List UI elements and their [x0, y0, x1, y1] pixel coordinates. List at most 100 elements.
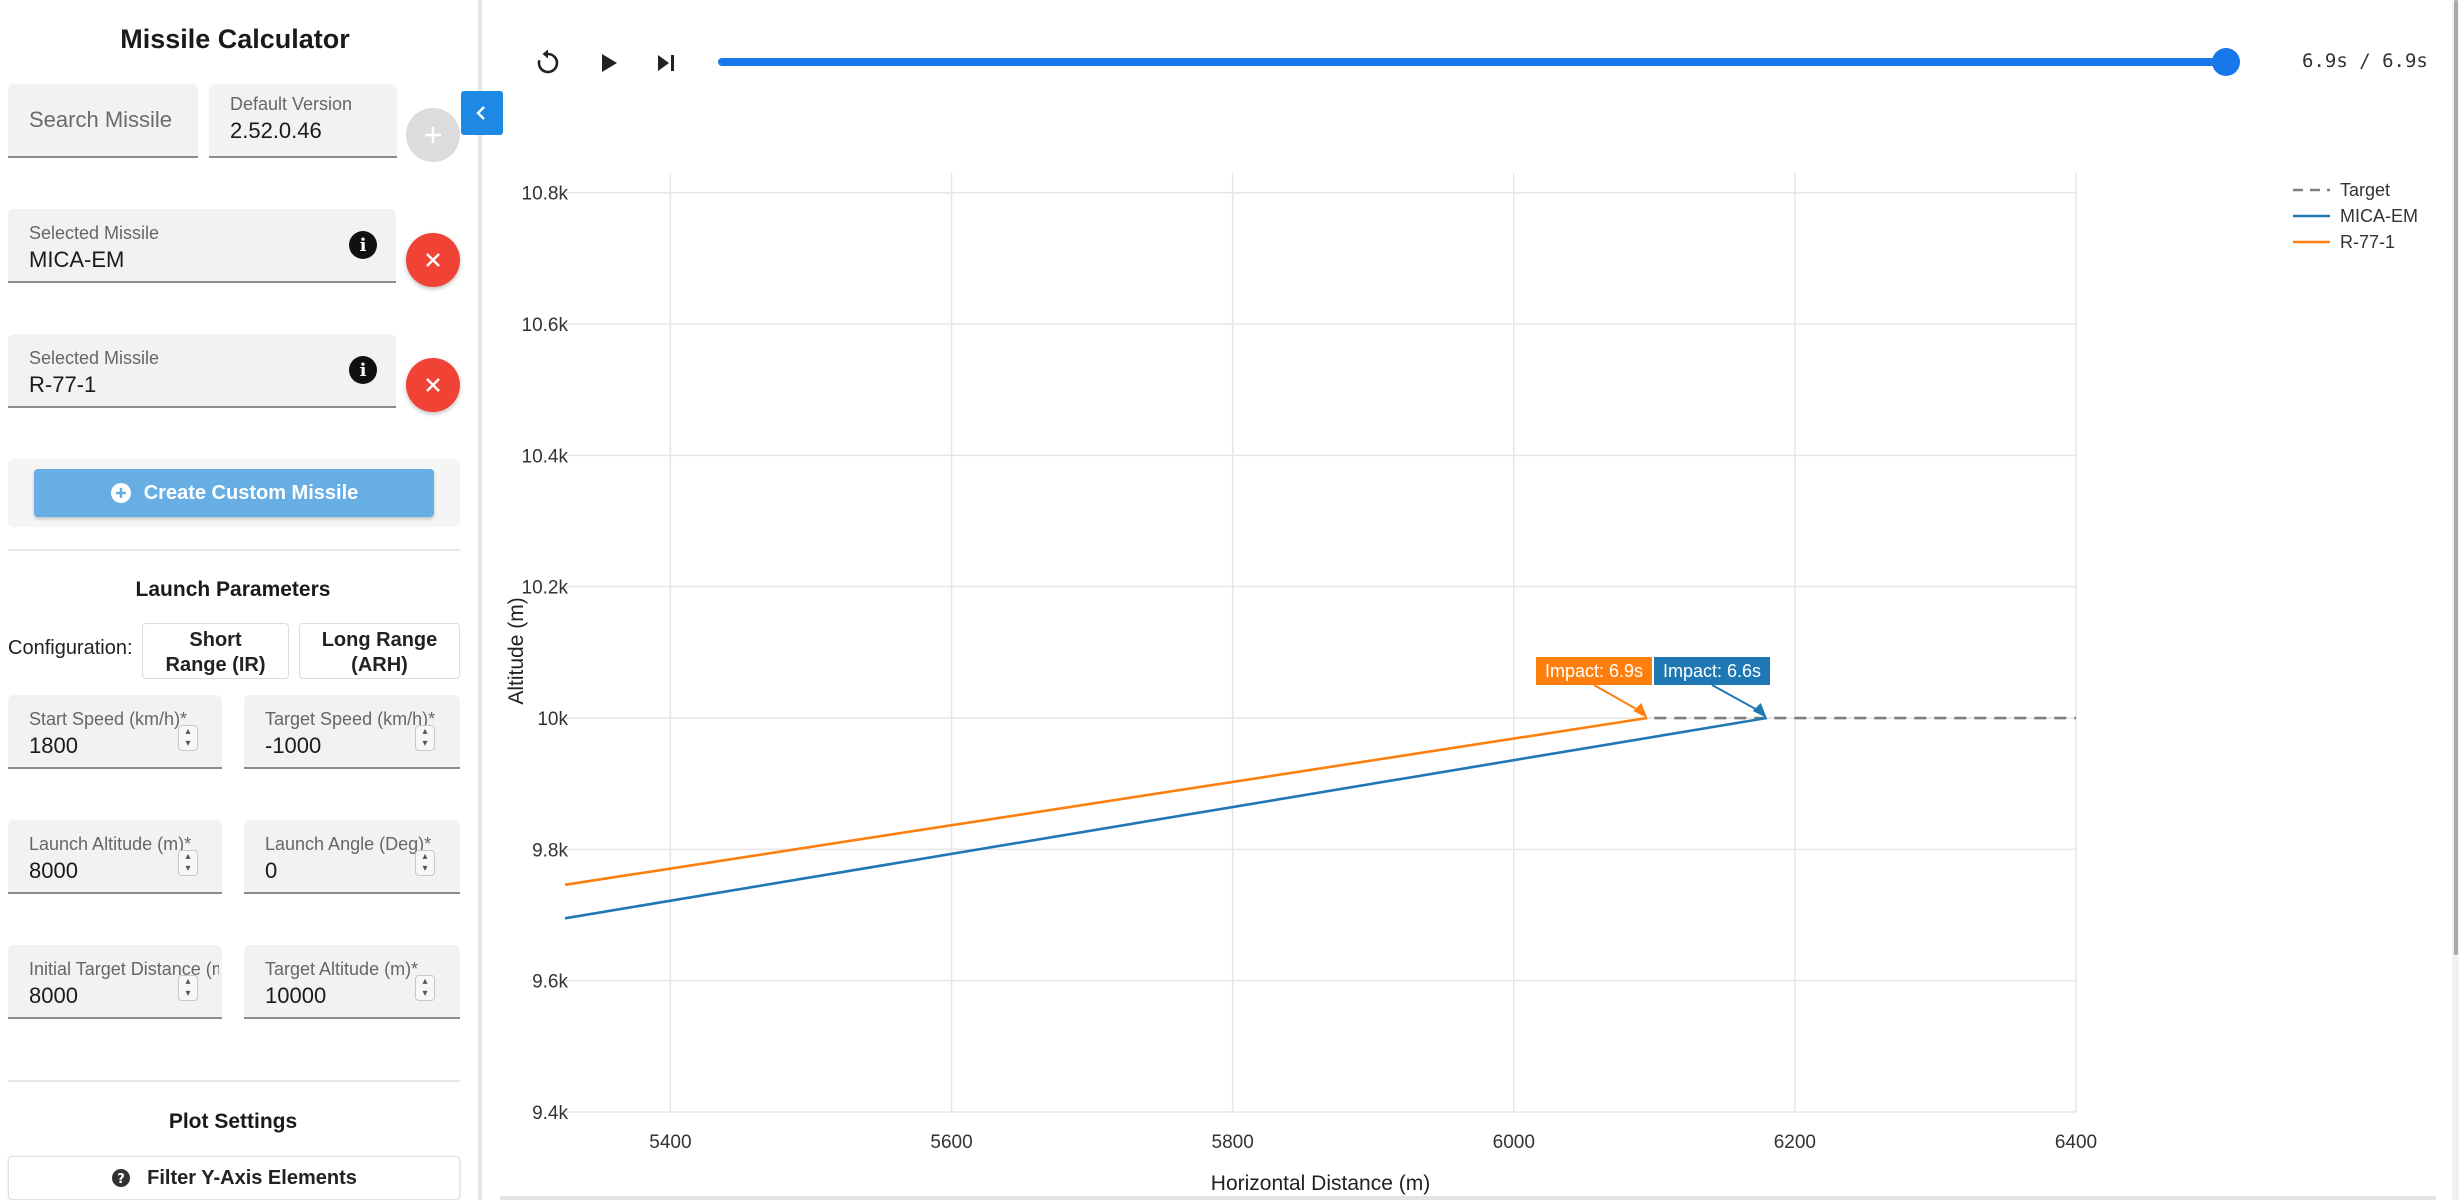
progress-slider-thumb[interactable]	[2212, 48, 2240, 76]
scrollbar-thumb[interactable]	[2454, 0, 2458, 955]
y-tick-label: 10k	[537, 709, 568, 730]
target-speed-label: Target Speed (km/h)*	[265, 709, 436, 729]
series-line-mica-em	[564, 716, 1767, 920]
time-readout: 6.9s / 6.9s	[2302, 50, 2428, 72]
version-field[interactable]: Default Version 2.52.0.46	[209, 84, 397, 158]
selected-missile-field-1[interactable]: Selected Missile MICA-EM	[8, 209, 396, 283]
filter-y-axis-button[interactable]: ? Filter Y-Axis Elements	[8, 1156, 460, 1200]
annotation-arrow-head	[1633, 703, 1648, 719]
version-label: Default Version	[230, 94, 353, 114]
target-altitude-stepper[interactable]: ▴ ▾	[415, 975, 435, 1001]
launch-angle-label: Launch Angle (Deg)*	[265, 834, 432, 854]
legend-label: R-77-1	[2340, 232, 2395, 252]
start-speed-stepper[interactable]: ▴ ▾	[178, 725, 198, 751]
initial-target-distance-stepper[interactable]: ▴ ▾	[178, 975, 198, 1001]
launch-parameters-title: Launch Parameters	[135, 578, 331, 601]
short-range-line2: Range (IR)	[165, 654, 266, 676]
target-speed-field[interactable]: Target Speed (km/h)* -1000 ▴ ▾	[244, 695, 460, 769]
annotation-arrow-head	[1752, 703, 1767, 719]
progress-slider-track[interactable]	[718, 58, 2226, 66]
y-tick-label: 9.8k	[532, 840, 568, 861]
launch-altitude-label: Launch Altitude (m)*	[29, 834, 192, 854]
close-icon	[426, 253, 440, 267]
start-speed-field[interactable]: Start Speed (km/h)* 1800 ▴ ▾	[8, 695, 222, 769]
info-icon[interactable]: i	[349, 231, 377, 259]
help-icon: ?	[112, 1169, 131, 1187]
target-altitude-label: Target Altitude (m)*	[265, 959, 419, 979]
app-title: Missile Calculator	[120, 24, 350, 54]
short-range-ir-button[interactable]: Short Range (IR)	[142, 623, 289, 679]
replay-button[interactable]	[530, 45, 566, 81]
initial-target-distance-value: 8000	[29, 983, 78, 1008]
sidebar: Missile Calculator Search Missile Defaul…	[0, 0, 478, 1200]
annotation-box	[1536, 657, 1652, 685]
launch-angle-stepper[interactable]: ▴ ▾	[415, 850, 435, 876]
launch-angle-field[interactable]: Launch Angle (Deg)* 0 ▴ ▾	[244, 820, 460, 894]
configuration-label: Configuration:	[8, 637, 133, 659]
initial-target-distance-label: Initial Target Distance (m)*	[29, 959, 219, 979]
divider	[8, 1080, 460, 1082]
initial-target-distance-field[interactable]: Initial Target Distance (m)* 8000 ▴ ▾	[8, 945, 222, 1019]
replay-icon	[537, 49, 559, 74]
remove-missile-button-2[interactable]	[406, 358, 460, 412]
add-missile-button[interactable]	[406, 108, 460, 162]
long-range-arh-button[interactable]: Long Range (ARH)	[299, 623, 460, 679]
long-range-line2: (ARH)	[351, 654, 408, 676]
y-tick-label: 10.2k	[522, 578, 569, 599]
launch-altitude-value: 8000	[29, 858, 78, 883]
target-speed-value: -1000	[265, 733, 322, 758]
launch-altitude-field[interactable]: Launch Altitude (m)* 8000 ▴ ▾	[8, 820, 222, 894]
version-value: 2.52.0.46	[230, 118, 322, 143]
x-tick-label: 5600	[930, 1132, 972, 1153]
annotation-box	[1654, 657, 1770, 685]
target-altitude-field[interactable]: Target Altitude (m)* 10000 ▴ ▾	[244, 945, 460, 1019]
x-tick-label: 5800	[1212, 1132, 1254, 1153]
info-icon[interactable]: i	[349, 356, 377, 384]
chevron-left-icon	[476, 106, 485, 120]
launch-altitude-stepper[interactable]: ▴ ▾	[178, 850, 198, 876]
skip-to-end-button[interactable]	[648, 45, 684, 81]
selected-missile-field-2[interactable]: Selected Missile R-77-1	[8, 334, 396, 408]
legend-label: MICA-EM	[2340, 206, 2418, 226]
y-tick-label: 9.4k	[532, 1103, 568, 1124]
search-missile-placeholder: Search Missile	[29, 107, 173, 132]
create-custom-missile-button[interactable]: Create Custom Missile	[34, 469, 434, 517]
plus-circle-icon	[110, 483, 131, 503]
x-tick-label: 5400	[649, 1132, 691, 1153]
x-tick-label: 6200	[1774, 1132, 1816, 1153]
remove-missile-button-1[interactable]	[406, 233, 460, 287]
start-speed-label: Start Speed (km/h)*	[29, 709, 188, 729]
short-range-line1: Short	[189, 629, 242, 651]
plus-icon	[425, 127, 441, 143]
create-custom-missile-label: Create Custom Missile	[143, 481, 359, 504]
target-speed-stepper[interactable]: ▴ ▾	[415, 725, 435, 751]
sidebar-divider	[478, 0, 482, 1200]
selected-missile-value-1: MICA-EM	[29, 247, 125, 272]
selected-missile-label-2: Selected Missile	[29, 348, 160, 368]
target-altitude-value: 10000	[265, 983, 327, 1008]
selected-missile-value-2: R-77-1	[29, 372, 97, 397]
annotation-arrow-line	[1593, 684, 1644, 714]
x-tick-label: 6000	[1493, 1132, 1535, 1153]
filter-y-axis-label: Filter Y-Axis Elements	[147, 1166, 357, 1189]
divider	[8, 549, 460, 551]
x-axis-title: Horizontal Distance (m)	[1211, 1172, 1430, 1195]
plot-settings-title: Plot Settings	[168, 1110, 298, 1133]
y-tick-label: 10.8k	[522, 184, 569, 205]
series-line-r-77-1	[564, 716, 1648, 887]
collapse-sidebar-button[interactable]	[461, 91, 503, 135]
skip-next-icon	[658, 55, 674, 71]
long-range-line1: Long Range	[321, 629, 438, 651]
y-tick-label: 10.4k	[522, 446, 569, 467]
play-button[interactable]	[590, 45, 626, 81]
play-icon	[602, 54, 617, 72]
y-axis-title: Altitude (m)	[505, 597, 528, 704]
search-missile-input[interactable]: Search Missile	[8, 84, 198, 158]
annotation-arrow-line	[1711, 684, 1764, 714]
close-icon	[426, 378, 440, 392]
impact-annotation-label: Impact: 6.6s	[1663, 661, 1761, 681]
selected-missile-label-1: Selected Missile	[29, 223, 160, 243]
launch-angle-value: 0	[265, 858, 278, 883]
